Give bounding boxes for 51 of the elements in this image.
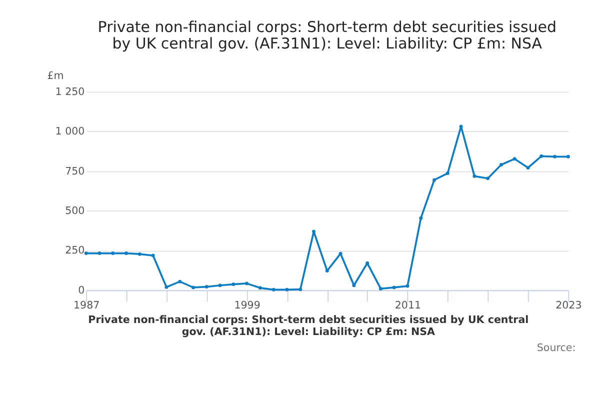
text: Private non-financial corps: Short-term debt securities issued by UK central gov. (AF.31N1): Level: Liability: CP £m: NSA: [88, 314, 529, 338]
point: [285, 288, 289, 292]
point: [98, 252, 102, 256]
point: [151, 254, 155, 258]
point: [204, 285, 208, 289]
source-note: Source:: [536, 342, 576, 354]
x-tick-label: 1987: [74, 299, 100, 312]
x-tick-label: 1999: [234, 299, 260, 312]
point: [540, 154, 544, 158]
point: [325, 269, 329, 273]
point: [124, 252, 128, 256]
point: [84, 252, 88, 256]
point: [352, 284, 356, 288]
y-tick-label: 500: [65, 205, 85, 218]
point: [472, 174, 476, 178]
y-axis-title: £m: [47, 70, 64, 82]
point: [566, 154, 570, 158]
point: [138, 252, 142, 256]
x-tick-label: 2023: [556, 299, 582, 312]
y-tick-label: 0: [78, 284, 85, 296]
point: [111, 252, 115, 256]
point: [178, 280, 182, 284]
point: [392, 286, 396, 290]
point: [164, 285, 168, 289]
point: [432, 178, 436, 182]
point: [232, 282, 236, 286]
point: [338, 252, 342, 256]
y-tick-label: 750: [65, 165, 85, 178]
x-tick-label: 2011: [394, 299, 422, 312]
point: [258, 286, 262, 290]
point: [459, 124, 463, 128]
y-tick-label: 250: [65, 244, 85, 257]
point: [419, 216, 423, 220]
chart-title: Private non-financial corps: Short-term debt securities issued by UK central gov. (AF.31N1): Level: Liability: CP £m: NSA: [98, 18, 556, 53]
point: [512, 157, 516, 161]
y-tick-label: 1 250: [55, 86, 85, 98]
point: [366, 261, 370, 265]
point: [191, 286, 195, 290]
point: [499, 162, 503, 166]
point: [526, 166, 530, 170]
point: [298, 288, 302, 292]
point: [378, 286, 382, 290]
point: [553, 154, 557, 158]
point: [245, 282, 249, 286]
point: [312, 230, 316, 234]
y-tick-label: 1 000: [55, 126, 85, 138]
point: [486, 176, 490, 180]
point: [218, 284, 222, 288]
point: [446, 172, 450, 176]
point: [272, 288, 276, 292]
point: [406, 284, 410, 288]
